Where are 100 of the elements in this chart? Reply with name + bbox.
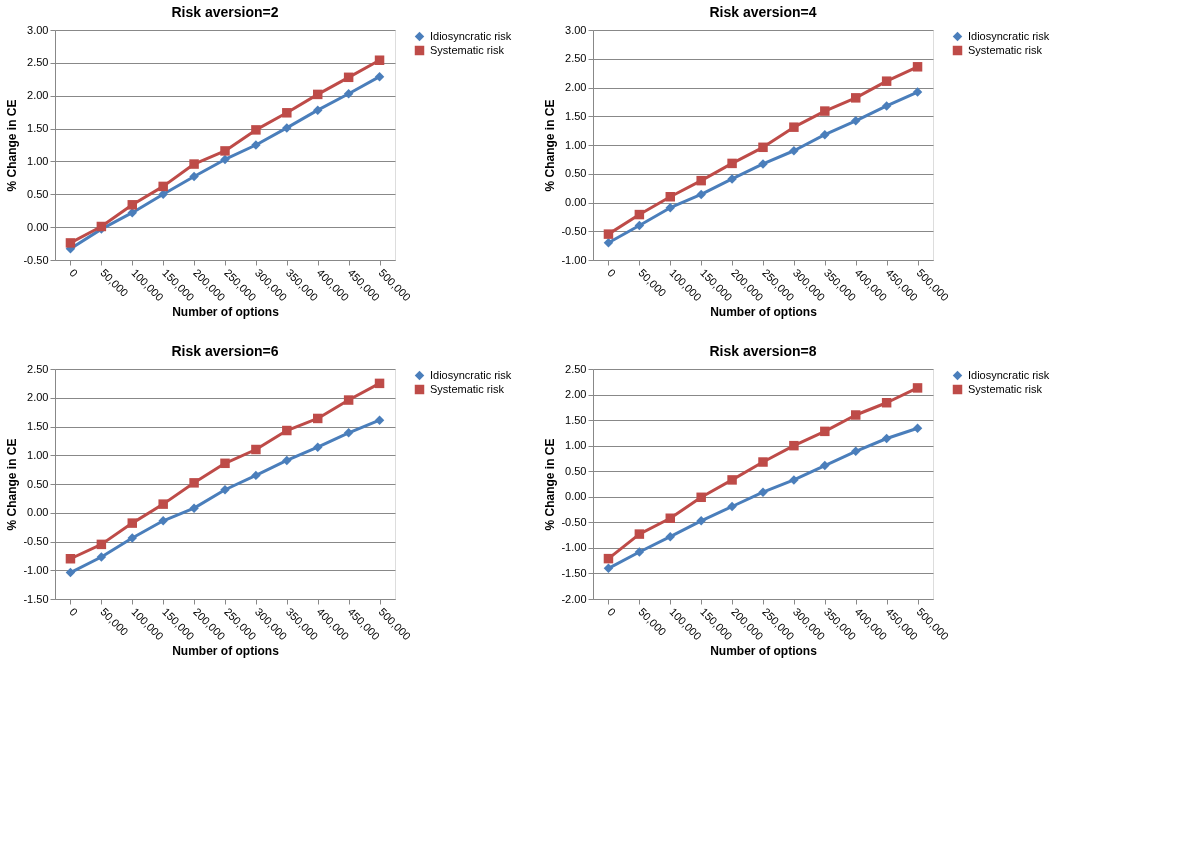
y-axis-title: % Change in CE: [543, 438, 558, 531]
y-tick-label: -0.50: [23, 253, 49, 266]
point: [820, 460, 830, 471]
point: [251, 444, 261, 455]
y-tick-label: 1.50: [27, 122, 49, 135]
y-tick-label: 0.00: [565, 490, 587, 503]
y-tick-label: 0.50: [27, 187, 49, 200]
point: [912, 87, 923, 97]
y-tick-label: -0.50: [561, 515, 587, 528]
point: [912, 383, 923, 393]
point: [343, 89, 354, 99]
point: [374, 378, 385, 389]
point: [312, 413, 323, 424]
point: [881, 433, 892, 444]
y-tick-label: -0.50: [23, 535, 49, 547]
y-tick-label: 2.50: [565, 52, 587, 65]
point: [727, 158, 737, 169]
y-tick-label: -1.50: [23, 592, 49, 605]
y-tick-label: -0.50: [561, 224, 587, 237]
y-tick-label: -1.00: [23, 563, 49, 576]
legend-label: Systematic risk: [430, 382, 505, 395]
legend-label: Systematic risk: [430, 43, 505, 56]
point: [343, 395, 354, 405]
y-tick-label: 3.00: [27, 23, 49, 36]
x-tick-label: 0: [605, 605, 619, 619]
point: [374, 415, 385, 425]
point: [220, 458, 230, 469]
y-tick-label: 1.50: [565, 413, 587, 426]
point: [374, 71, 385, 82]
y-axis-title: % Change in CE: [5, 99, 20, 192]
y-tick-label: 0.00: [27, 506, 49, 519]
point: [189, 478, 199, 488]
y-tick-label: 0.50: [565, 464, 587, 477]
point: [850, 93, 861, 103]
point: [758, 142, 768, 153]
point: [65, 567, 76, 578]
point: [282, 123, 292, 133]
point: [881, 76, 892, 86]
point: [282, 108, 292, 118]
point: [65, 238, 76, 248]
x-axis-title: Number of options: [710, 305, 818, 320]
chart-title: Risk aversion=4: [709, 4, 817, 20]
point: [343, 72, 354, 83]
point: [727, 501, 737, 512]
point: [850, 446, 861, 457]
y-axis-title: % Change in CE: [543, 99, 558, 192]
point: [127, 518, 138, 528]
point: [789, 122, 799, 132]
point: [665, 192, 676, 202]
y-tick-label: 2.00: [27, 89, 49, 102]
y-tick-label: 0.00: [565, 196, 587, 208]
point: [850, 410, 861, 420]
y-tick-label: 1.00: [565, 138, 587, 151]
y-tick-label: -2.00: [561, 592, 587, 605]
x-tick-label: 0: [67, 266, 81, 280]
point: [696, 516, 706, 526]
point: [343, 428, 354, 438]
point: [912, 62, 923, 72]
point: [220, 154, 230, 165]
point: [158, 181, 168, 192]
point: [820, 106, 830, 116]
point: [696, 189, 706, 200]
point: [696, 492, 706, 503]
y-tick-label: 2.50: [27, 362, 49, 375]
point: [881, 397, 892, 408]
point: [251, 125, 261, 135]
x-tick-label: 0: [605, 266, 619, 280]
point: [789, 440, 799, 451]
point: [282, 455, 292, 466]
point: [158, 499, 168, 509]
point: [96, 552, 107, 562]
point: [312, 105, 323, 115]
point: [665, 513, 676, 523]
y-tick-label: 0.50: [27, 477, 49, 490]
y-axis-title: % Change in CE: [5, 438, 20, 531]
legend-label: Systematic risk: [968, 382, 1043, 395]
y-tick-label: 2.00: [565, 81, 587, 93]
point: [727, 475, 737, 485]
point: [850, 116, 861, 126]
x-axis-title: Number of options: [710, 644, 818, 659]
point: [220, 146, 230, 156]
x-axis-title: Number of options: [172, 644, 280, 659]
y-tick-label: 0.00: [27, 220, 49, 233]
chart-title: Risk aversion=2: [171, 4, 279, 20]
point: [127, 533, 138, 543]
point: [665, 531, 676, 542]
point: [603, 238, 614, 248]
point: [603, 563, 614, 574]
point: [189, 159, 199, 169]
point: [603, 229, 614, 239]
y-tick-label: 1.00: [565, 439, 587, 452]
y-tick-label: 3.00: [565, 23, 587, 36]
y-tick-label: 2.50: [565, 362, 587, 375]
point: [665, 202, 676, 213]
y-tick-label: 0.50: [565, 167, 587, 180]
point: [96, 539, 107, 550]
y-tick-label: 1.00: [27, 448, 49, 461]
point: [282, 425, 292, 436]
point: [696, 175, 706, 186]
point: [127, 200, 138, 210]
